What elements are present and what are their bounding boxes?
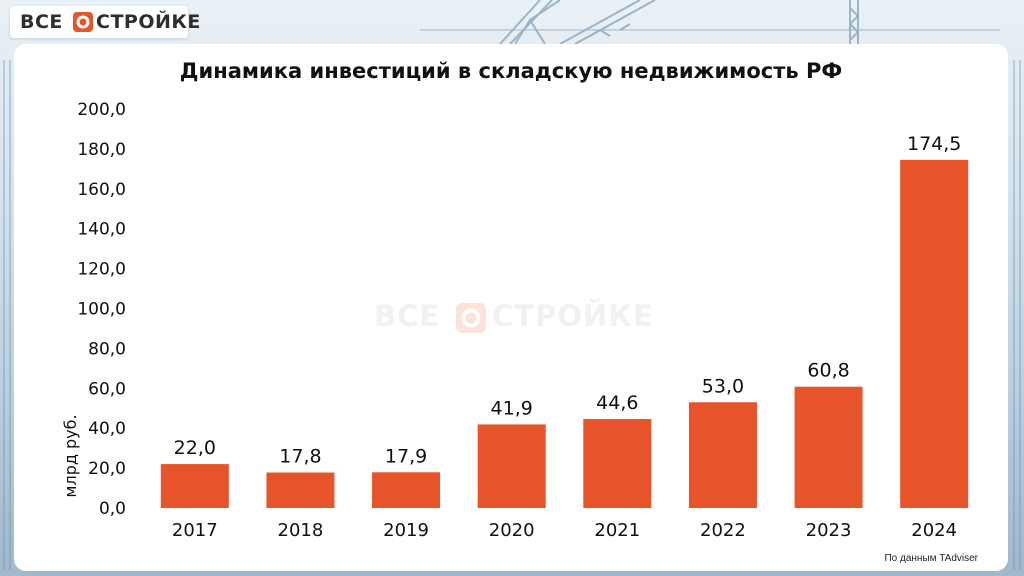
x-tick-label: 2022 [700,520,746,541]
site-logo[interactable]: ВСЕ СТРОЙКЕ [10,6,200,38]
chart-card: Динамика инвестиций в складскую недвижим… [14,44,1008,571]
bar-value-label: 53,0 [702,375,744,397]
y-tick-label: 80,0 [88,339,126,359]
logo-text-right: СТРОЙКЕ [96,11,201,33]
bar-value-label: 44,6 [596,392,638,414]
y-tick-label: 160,0 [77,180,126,200]
bar [372,472,441,508]
logo-text-left: ВСЕ [20,11,63,33]
logo-o-mark-icon [73,12,93,32]
bar-value-label: 41,9 [491,397,533,419]
y-tick-label: 140,0 [77,220,126,240]
source-note: По данным TAdviser [884,553,978,564]
y-tick-label: 20,0 [88,459,126,479]
bar [266,472,335,508]
bar [477,424,546,508]
watermark-logo: ВСЕ СТРОЙКЕ [374,299,674,339]
y-tick-label: 0,0 [99,499,126,519]
y-axis-label: млрд руб. [61,414,80,497]
bar-value-label: 17,8 [279,445,321,467]
bar-chart: 0,0 20,0 40,0 60,0 80,0 100,0 120,0 140,0 160,0 1… [61,100,969,541]
bar [583,419,652,508]
x-tick-label: 2021 [594,520,640,541]
x-tick-label: 2024 [911,520,957,541]
x-tick-label: 2017 [172,520,218,541]
y-tick-label: 180,0 [77,140,126,160]
y-tick-label: 100,0 [77,300,126,320]
chart-title: Динамика инвестиций в складскую недвижим… [179,59,843,83]
bar [688,402,757,508]
watermark-text-left: ВСЕ [374,299,441,333]
bar-value-label: 60,8 [807,360,849,382]
y-tick-label: 120,0 [77,260,126,280]
bar [794,386,863,508]
x-tick-label: 2018 [278,520,324,541]
bar [900,159,969,508]
watermark-text-right: СТРОЙКЕ [492,299,654,333]
bar-value-label: 22,0 [174,437,216,459]
x-tick-label: 2019 [383,520,429,541]
bar-value-label: 174,5 [907,133,961,155]
y-tick-label: 60,0 [88,379,126,399]
bar [160,464,229,508]
x-tick-label: 2023 [806,520,852,541]
x-tick-label: 2020 [489,520,535,541]
y-tick-label: 200,0 [77,100,126,120]
y-tick-label: 40,0 [88,419,126,439]
bar-value-label: 17,9 [385,445,427,467]
watermark-o-mark-icon [456,303,486,333]
